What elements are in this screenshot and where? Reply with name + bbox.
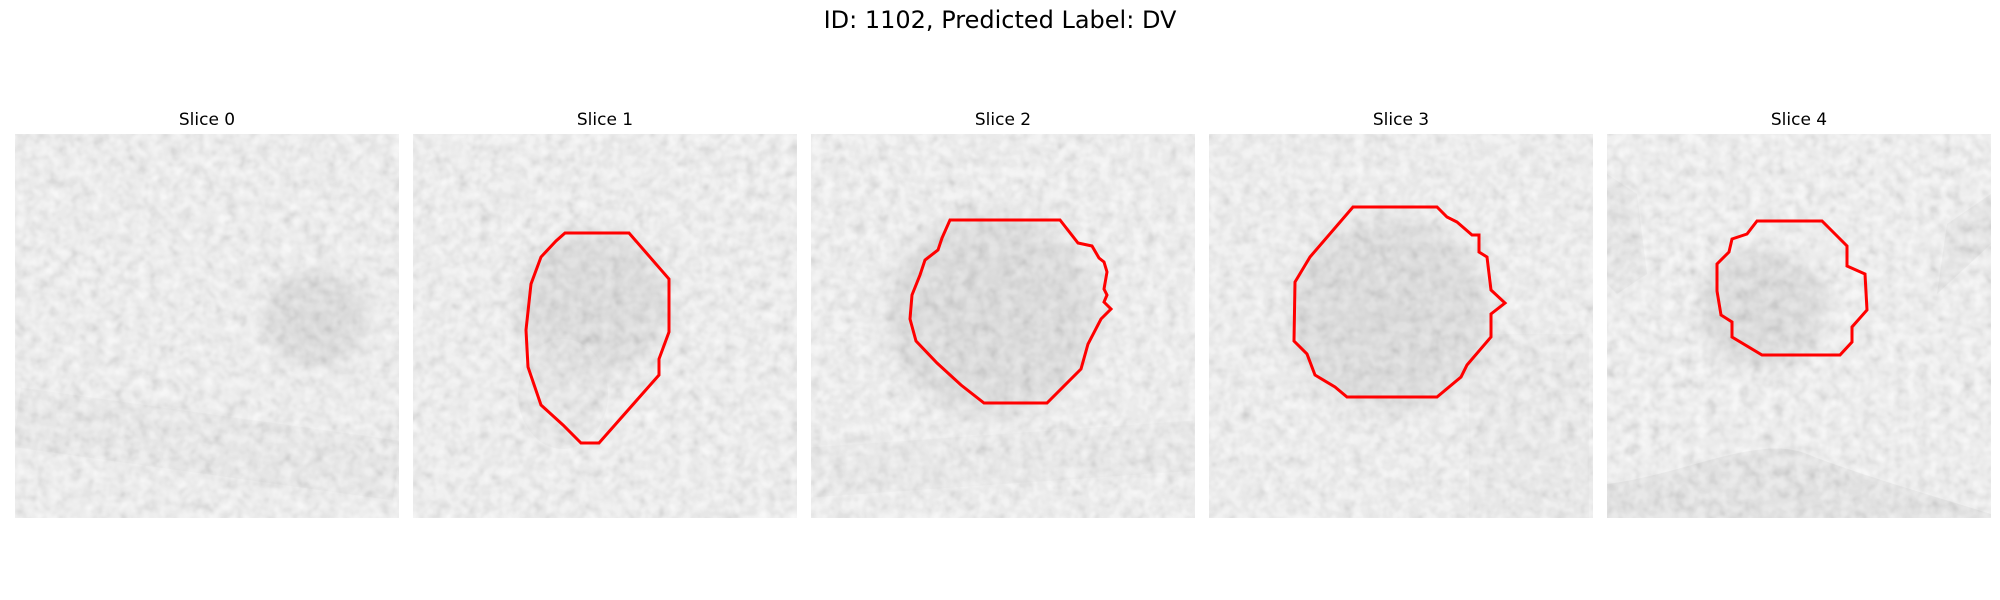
slice-image xyxy=(15,134,399,518)
slice-title: Slice 3 xyxy=(1372,110,1430,130)
slice-title: Slice 1 xyxy=(576,110,634,130)
contour-outline xyxy=(1715,219,1869,357)
slice-image xyxy=(1209,134,1593,518)
slice-title: Slice 4 xyxy=(1770,110,1828,130)
slice-title: Slice 2 xyxy=(974,110,1032,130)
slice-panel-3: Slice 3 xyxy=(1209,108,1593,518)
slice-panel-2: Slice 2 xyxy=(811,108,1195,518)
contour-outline xyxy=(1292,205,1508,399)
contour-outline xyxy=(524,231,671,445)
slice-image xyxy=(1607,134,1991,518)
slice-image xyxy=(413,134,797,518)
slice-title: Slice 0 xyxy=(178,110,236,130)
slice-image xyxy=(811,134,1195,518)
slice-panel-4: Slice 4 xyxy=(1607,108,1991,518)
slice-panel-1: Slice 1 xyxy=(413,108,797,518)
figure-title: ID: 1102, Predicted Label: DV xyxy=(823,6,1177,34)
slice-panel-0: Slice 0 xyxy=(15,108,399,518)
contour-outline xyxy=(908,218,1114,405)
